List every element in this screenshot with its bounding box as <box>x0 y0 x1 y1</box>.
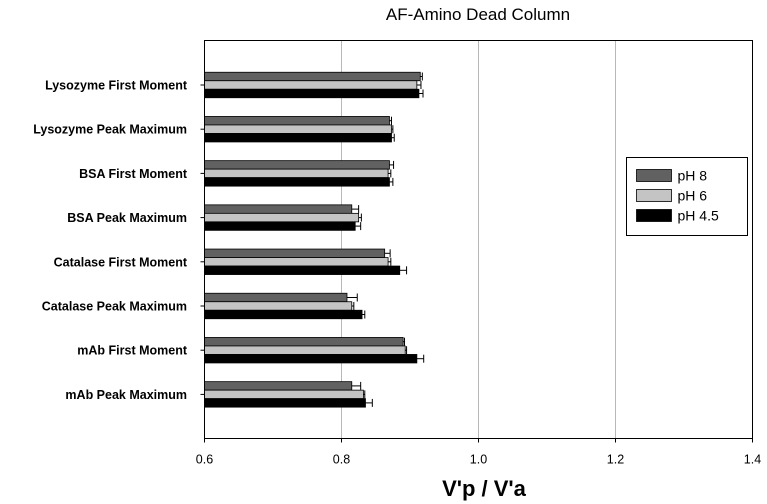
category-label: BSA First Moment <box>79 167 188 181</box>
legend-label: pH 6 <box>678 188 708 204</box>
x-ticks: 0.6 0.8 1.0 1.2 1.4 <box>196 438 761 467</box>
legend-label: pH 4.5 <box>678 208 719 224</box>
bar <box>204 168 389 179</box>
category-label: mAb Peak Maximum <box>65 388 187 402</box>
bar <box>204 265 401 275</box>
category-labels: Lysozyme First Moment Lysozyme Peak Maxim… <box>33 79 205 402</box>
bar <box>204 337 404 347</box>
bar-layer <box>204 71 425 408</box>
category-label: Lysozyme First Moment <box>45 79 188 93</box>
category-label: Catalase First Moment <box>54 255 188 269</box>
bar <box>204 80 418 90</box>
bar <box>204 257 389 267</box>
grid-lines <box>341 40 616 439</box>
bar <box>204 248 386 258</box>
chart-title: AF-Amino Dead Column <box>386 5 570 24</box>
category-label: mAb First Moment <box>77 344 188 358</box>
bar <box>204 124 392 134</box>
bar <box>204 133 392 143</box>
category-label: Catalase Peak Maximum <box>42 300 187 314</box>
bar <box>204 398 366 408</box>
legend-swatch <box>636 169 672 182</box>
bar <box>204 88 420 99</box>
bar <box>204 301 353 311</box>
x-axis-label: V'p / V'a <box>442 476 527 501</box>
bar <box>204 309 363 320</box>
bar <box>204 354 418 364</box>
bar <box>204 381 353 391</box>
x-tick-label: 1.0 <box>470 453 487 467</box>
bar <box>204 345 406 355</box>
x-tick-label: 1.2 <box>607 453 624 467</box>
legend-swatch <box>636 209 672 222</box>
bar <box>204 221 356 231</box>
bar <box>204 204 353 214</box>
category-label: Lysozyme Peak Maximum <box>33 123 187 137</box>
category-label: BSA Peak Maximum <box>67 211 187 225</box>
x-tick-label: 1.4 <box>744 453 761 467</box>
x-tick-label: 0.6 <box>196 453 213 467</box>
bar <box>204 292 348 303</box>
bar <box>204 116 390 126</box>
x-tick-label: 0.8 <box>333 453 350 467</box>
legend: pH 8 pH 6 pH 4.5 <box>626 157 748 236</box>
bar <box>204 177 390 187</box>
bar <box>204 71 421 82</box>
legend-swatch <box>636 189 672 202</box>
bar <box>204 160 390 170</box>
bar <box>204 212 360 223</box>
bar <box>204 389 364 400</box>
legend-label: pH 8 <box>678 168 708 184</box>
